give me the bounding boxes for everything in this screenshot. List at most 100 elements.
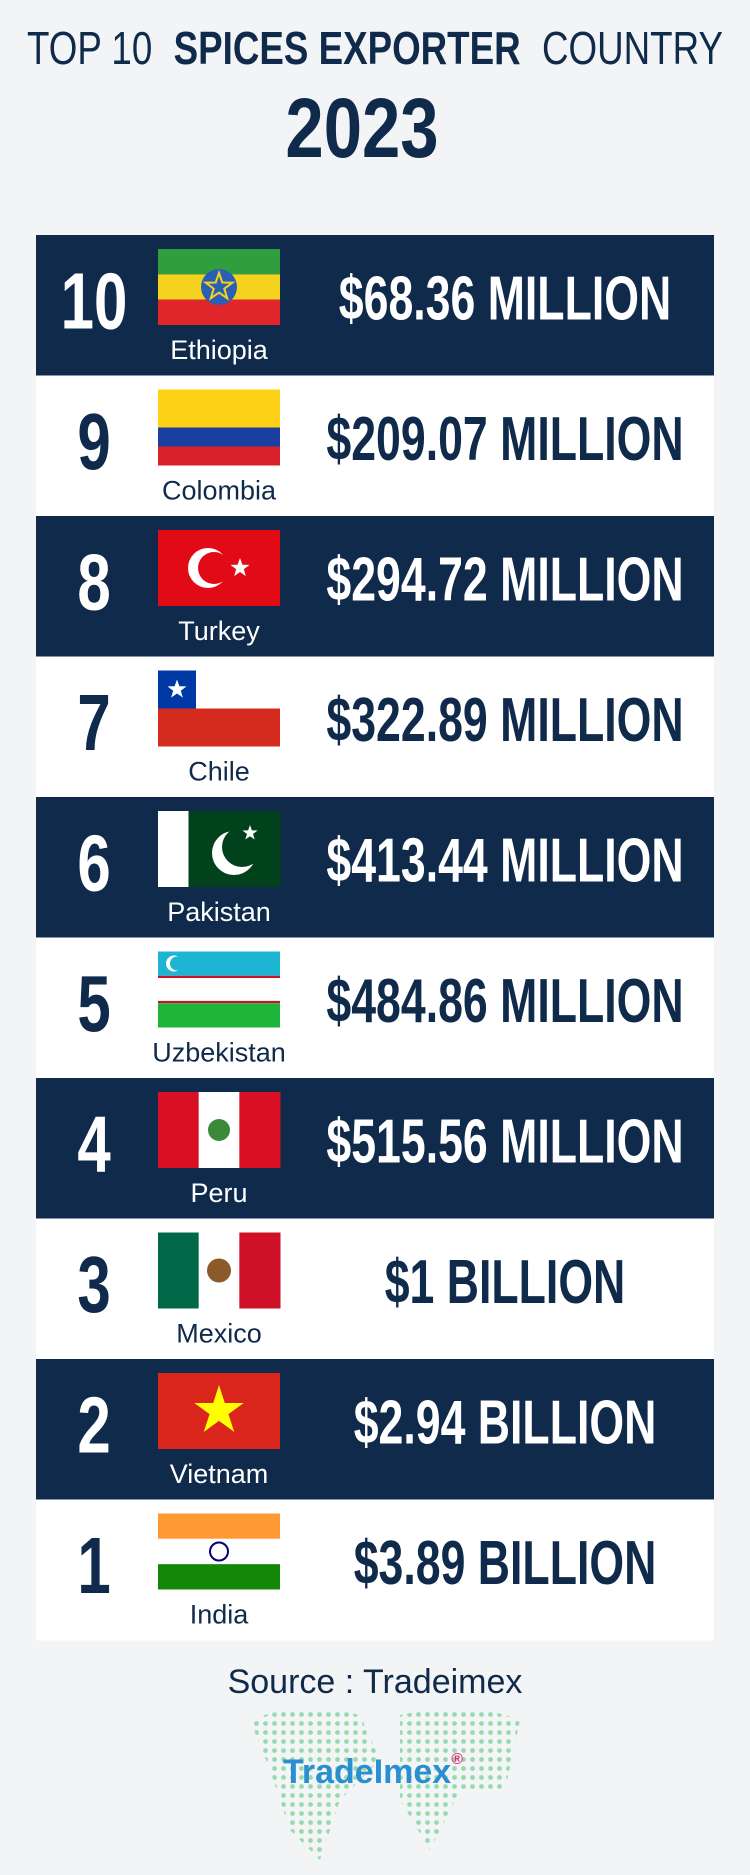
flag-stripe	[158, 446, 280, 466]
country-name: Pakistan	[167, 897, 271, 927]
rank: 7	[77, 677, 110, 766]
rows: 10 Ethiopia $68.36 MILLION 9 Colombia $209.07…	[36, 235, 714, 1641]
logo-mark: ®	[451, 1751, 463, 1768]
export-value: $68.36 MILLION	[339, 265, 671, 334]
flag-crescent	[198, 552, 230, 584]
country-name: Peru	[190, 1178, 247, 1208]
country-name: Uzbekistan	[152, 1038, 286, 1068]
rank: 9	[77, 396, 110, 485]
year: 2023	[285, 82, 438, 176]
row-background	[36, 1078, 714, 1219]
flag-star	[194, 1385, 244, 1432]
rank-group: 2	[77, 1380, 110, 1469]
country-name: Vietnam	[170, 1459, 269, 1489]
export-value: $484.86 MILLION	[326, 967, 683, 1036]
flag	[158, 389, 280, 466]
rank: 8	[77, 537, 110, 626]
flag	[158, 1373, 280, 1449]
rank-group: 3	[77, 1239, 110, 1328]
value-group: $2.94 BILLION	[354, 1389, 657, 1458]
flag-stripe	[158, 1564, 280, 1590]
rank-group: 8	[77, 537, 110, 626]
country-name: Colombia	[162, 476, 277, 506]
row: 7 Chile $322.89 MILLION	[36, 656, 714, 798]
flag-emblem	[207, 1258, 231, 1283]
value-group: $515.56 MILLION	[326, 1108, 683, 1177]
source: Source : Tradeimex	[228, 1663, 523, 1701]
row: 10 Ethiopia $68.36 MILLION	[36, 235, 714, 376]
title-part: TOP 10	[27, 22, 152, 74]
flag	[158, 811, 281, 887]
value-group: $209.07 MILLION	[326, 405, 683, 474]
row: 8 Turkey $294.72 MILLION	[36, 516, 714, 657]
country-name: Chile	[188, 757, 250, 787]
rank: 5	[77, 958, 110, 1047]
export-value: $322.89 MILLION	[326, 686, 683, 755]
country-name: Mexico	[176, 1319, 262, 1349]
flag-stripe	[158, 1232, 200, 1309]
flag-crescent	[222, 827, 262, 867]
value-group: $322.89 MILLION	[326, 686, 683, 755]
row-background	[36, 375, 714, 517]
export-value: $2.94 BILLION	[354, 1389, 657, 1458]
row: 2 Vietnam $2.94 BILLION	[36, 1359, 714, 1500]
flag-star	[242, 825, 258, 840]
rank-group: 5	[77, 958, 110, 1047]
flag-stripe	[158, 427, 280, 447]
row: 3 Mexico $1 BILLION	[36, 1218, 714, 1360]
flag	[158, 249, 280, 325]
flag	[158, 1232, 281, 1309]
flag-stripe	[158, 975, 280, 979]
row-background	[36, 797, 714, 938]
export-value: $1 BILLION	[385, 1248, 626, 1317]
flag-star	[230, 558, 250, 577]
year-group: 2023	[285, 82, 438, 176]
row-background	[36, 1499, 714, 1641]
title-part: COUNTRY	[542, 22, 723, 74]
flag-star	[167, 679, 187, 698]
rank: 3	[77, 1239, 110, 1328]
row: 6 Pakistan $413.44 MILLION	[36, 797, 714, 938]
logo-text: TradeImex®	[283, 1751, 463, 1791]
rank-group: 7	[77, 677, 110, 766]
export-value: $294.72 MILLION	[326, 546, 683, 615]
flag-stripe	[158, 1000, 280, 1004]
export-value: $209.07 MILLION	[326, 405, 683, 474]
country-name: India	[190, 1600, 250, 1630]
row: 5 Uzbekistan $484.86 MILLION	[36, 937, 714, 1079]
row-background	[36, 516, 714, 657]
flag	[158, 670, 280, 747]
flag	[158, 1513, 280, 1590]
row: 9 Colombia $209.07 MILLION	[36, 375, 714, 517]
row-background	[36, 656, 714, 798]
rank: 4	[77, 1099, 110, 1188]
country-name: Turkey	[178, 616, 260, 646]
flag-stripe	[158, 1513, 280, 1539]
flag-stripe	[158, 811, 189, 887]
row: 4 Peru $515.56 MILLION	[36, 1078, 714, 1219]
title: TOP 10 SPICES EXPORTER COUNTRY	[27, 22, 723, 74]
value-group: $3.89 BILLION	[354, 1529, 657, 1598]
rank-group: 4	[77, 1099, 110, 1188]
flag-crescent	[170, 956, 184, 971]
rank-group: 9	[77, 396, 110, 485]
row-background	[36, 235, 714, 376]
rank-group: 6	[77, 818, 110, 907]
flag-emblem	[201, 269, 237, 305]
rank: 2	[77, 1380, 110, 1469]
value-group: $68.36 MILLION	[339, 265, 671, 334]
rank: 10	[61, 256, 128, 345]
title-part: SPICES EXPORTER	[174, 22, 521, 74]
row-background	[36, 937, 714, 1079]
flag	[158, 951, 280, 1028]
flag	[158, 1092, 281, 1168]
export-value: $515.56 MILLION	[326, 1108, 683, 1177]
rank-group: 1	[77, 1520, 110, 1609]
row-background	[36, 1218, 714, 1360]
flag	[158, 530, 280, 606]
flag-stripe	[158, 1003, 280, 1028]
flag-stripe	[158, 978, 280, 1001]
flag-star	[202, 269, 236, 301]
